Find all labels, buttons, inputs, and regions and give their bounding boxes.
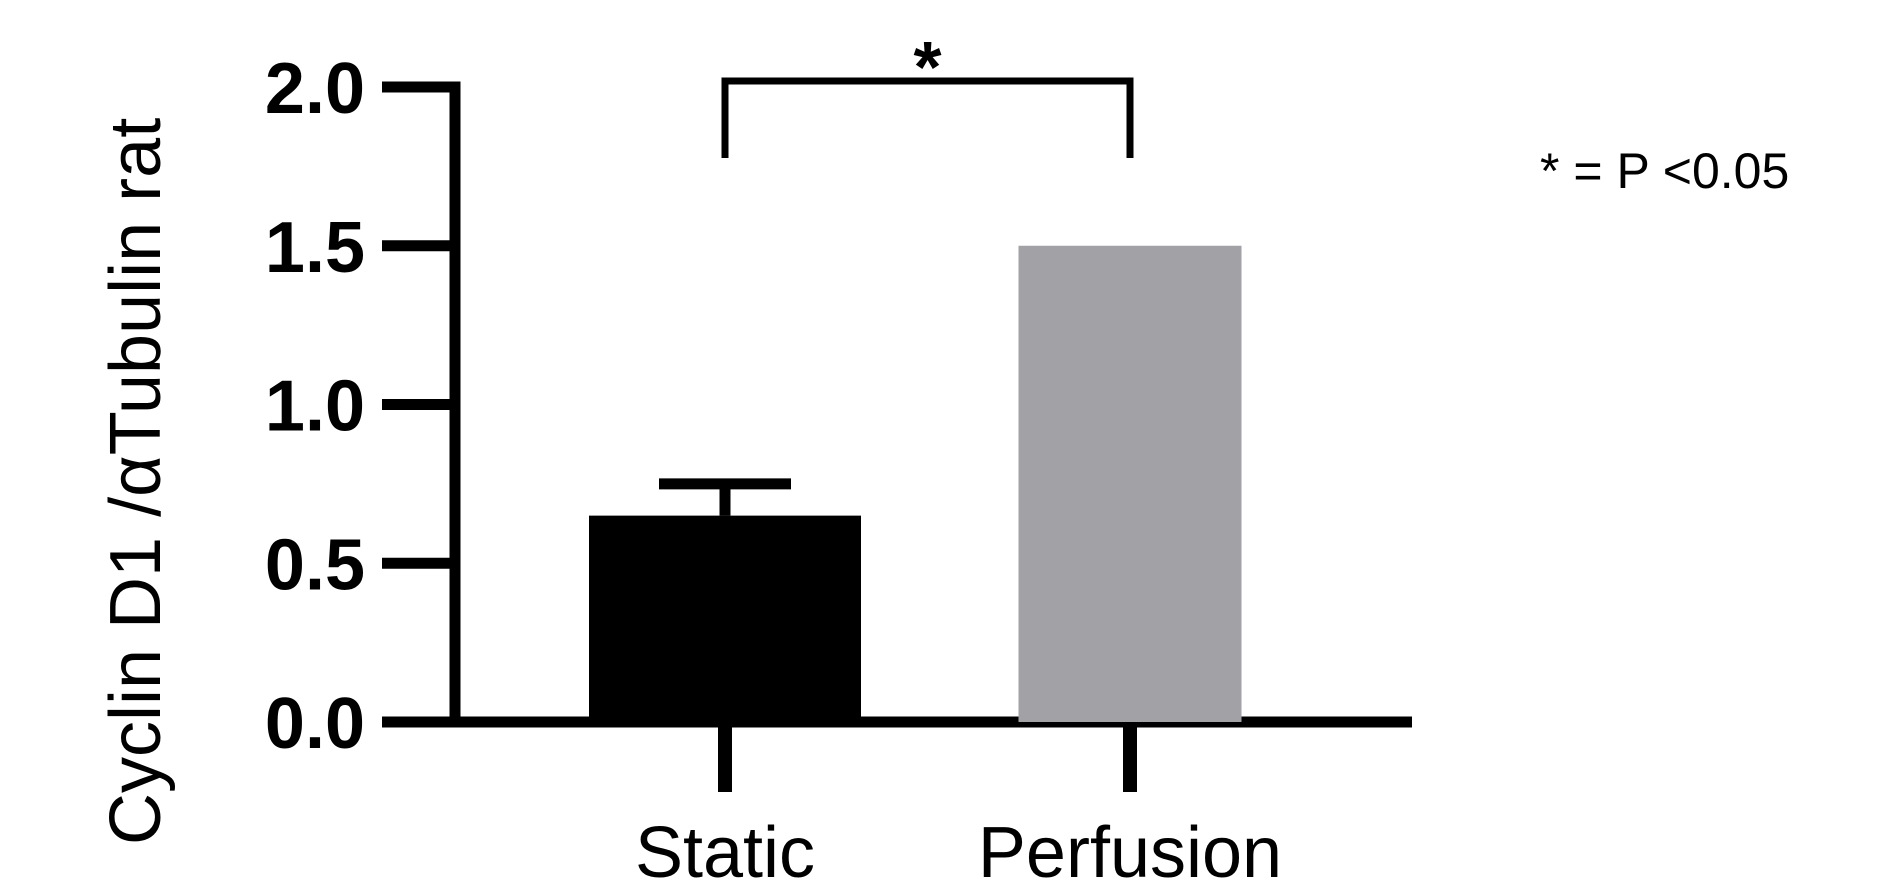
significance-star: *	[913, 28, 941, 108]
y-tick-label: 2.0	[265, 49, 365, 129]
y-tick-label: 1.0	[265, 367, 365, 447]
x-tick-label-static: Static	[635, 813, 815, 879]
bar-static	[589, 515, 861, 722]
y-tick-label: 0.5	[265, 525, 365, 605]
significance-bracket	[721, 77, 1134, 158]
y-tick-label: 0.0	[265, 684, 365, 764]
x-tick-label-perfusion: Perfusion	[978, 813, 1282, 879]
y-tick-label: 1.5	[265, 208, 365, 288]
significance-note: * = P <0.05	[1540, 143, 1789, 199]
y-axis: 0.0 0.5 1.0 1.5 2.0	[265, 49, 461, 764]
y-axis-label: Cyclin D1 /αTubulin rat	[96, 118, 176, 845]
x-axis: Static Perfusion	[382, 716, 1412, 879]
bar-perfusion	[1018, 245, 1242, 722]
significance-annotation: *	[721, 28, 1134, 158]
bars	[589, 245, 1242, 722]
